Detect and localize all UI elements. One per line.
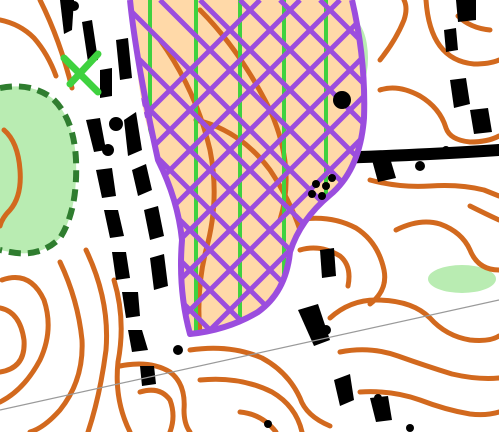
- cliff: [116, 38, 132, 80]
- cliff: [456, 0, 476, 22]
- cliff: [132, 164, 152, 196]
- contour-line: [27, 259, 85, 432]
- cliff: [86, 118, 106, 152]
- contour-line: [0, 127, 23, 229]
- boulder-cluster: [308, 174, 336, 200]
- contour-line: [377, 85, 499, 145]
- cliff: [470, 108, 492, 134]
- cliff: [144, 206, 164, 240]
- cliff: [334, 374, 354, 406]
- cliff: [372, 158, 396, 182]
- contour-line: [237, 409, 279, 432]
- contour-line: [293, 215, 388, 307]
- contour-line: [467, 203, 499, 223]
- paved-track: [330, 144, 499, 164]
- cliff: [370, 396, 392, 422]
- cliff: [104, 210, 124, 238]
- boulder: [415, 161, 425, 171]
- contour-line: [37, 0, 75, 91]
- contour-line: [137, 387, 176, 432]
- cliff: [96, 168, 116, 198]
- boulder: [333, 91, 351, 109]
- oob-boundary: [127, 0, 368, 337]
- contour-line: [0, 17, 59, 79]
- contour-line: [297, 245, 352, 289]
- boulder: [102, 144, 114, 156]
- cliff: [82, 20, 98, 62]
- vegetation-boundary: [0, 83, 80, 257]
- contour-line: [117, 361, 193, 432]
- cliff: [100, 68, 112, 98]
- boulder: [374, 394, 382, 402]
- contour-line: [197, 376, 305, 432]
- boulder: [321, 325, 331, 335]
- contour-line: [111, 277, 133, 432]
- boulder: [173, 345, 183, 355]
- green-x-marker: [60, 50, 102, 96]
- cliff: [122, 292, 140, 318]
- boulder: [69, 1, 79, 11]
- contour-line: [423, 0, 499, 67]
- contour-line: [357, 389, 499, 418]
- vegetation-area-right: [428, 265, 496, 293]
- cliff: [298, 304, 330, 346]
- contour-line: [337, 347, 499, 381]
- boulder: [264, 420, 272, 428]
- vegetation-areas: [0, 20, 496, 293]
- vegetation-area-left: [0, 86, 77, 254]
- cliff: [450, 78, 470, 108]
- rock-features: [60, 0, 492, 432]
- contour-line: [327, 297, 499, 343]
- boulder: [406, 424, 414, 432]
- cliff: [320, 248, 336, 278]
- cliff: [444, 28, 458, 52]
- cliff: [112, 252, 130, 280]
- contour-line: [187, 345, 333, 429]
- contour-line: [0, 275, 51, 405]
- contour-line: [367, 177, 499, 199]
- cliff: [150, 254, 168, 290]
- cliff: [124, 112, 142, 156]
- contour-line: [83, 247, 110, 432]
- contour-line: [393, 219, 499, 273]
- contour-line: [157, 37, 217, 334]
- cliff: [140, 366, 156, 386]
- contour-line: [0, 305, 27, 375]
- boulder: [109, 117, 123, 131]
- contour-line: [377, 0, 409, 63]
- cliff: [128, 330, 148, 352]
- grid-line: [0, 299, 499, 411]
